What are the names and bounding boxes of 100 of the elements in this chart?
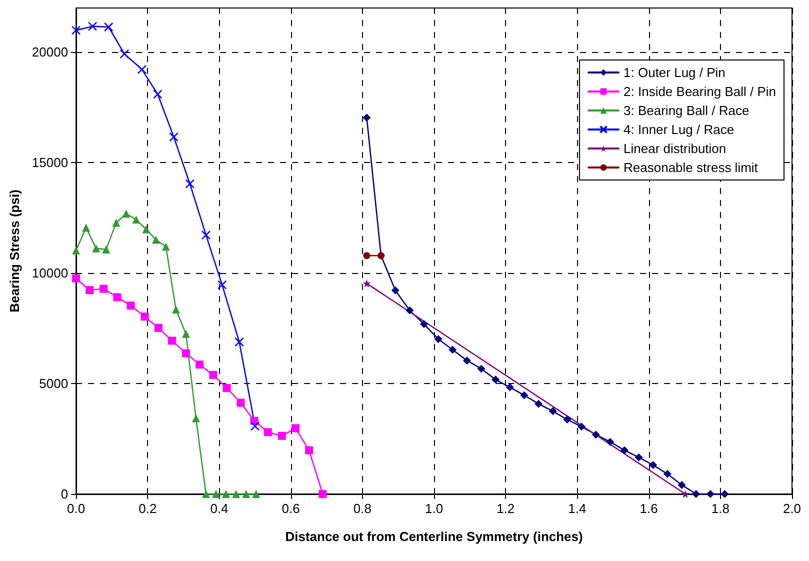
y-tick-label: 5000 — [39, 376, 68, 392]
point — [137, 64, 147, 74]
legend-label: 2: Inside Bearing Ball / Pin — [624, 84, 776, 99]
point — [363, 252, 370, 260]
point — [678, 480, 686, 489]
point — [112, 218, 120, 227]
point — [692, 490, 700, 498]
y-tick-label: 20000 — [32, 44, 68, 60]
point — [278, 432, 286, 440]
x-tick-label: 1.0 — [424, 501, 444, 516]
x-tick-label: 0.4 — [210, 501, 228, 516]
y-axis-title: Bearing Stress (psi) — [7, 190, 22, 312]
legend-label: Reasonable stress limit — [624, 160, 758, 175]
point — [182, 330, 190, 338]
point — [305, 446, 314, 454]
point — [534, 400, 543, 408]
point — [100, 284, 108, 293]
point — [406, 306, 414, 314]
point — [362, 279, 371, 288]
point — [634, 453, 643, 462]
point — [548, 407, 557, 416]
point — [209, 370, 218, 379]
point — [681, 490, 690, 498]
point — [172, 306, 180, 314]
x-tick-label: 1.2 — [496, 501, 515, 516]
point — [182, 349, 190, 358]
point — [82, 224, 90, 232]
y-tick-label: 15000 — [32, 155, 68, 170]
x-tick-label: 1.8 — [711, 501, 730, 516]
point — [122, 210, 130, 218]
legend-label: Linear distribution — [624, 141, 726, 156]
point — [196, 360, 204, 369]
point — [563, 416, 572, 424]
point — [250, 422, 260, 431]
x-axis-title: Distance out from Centerline Symmetry (inches) — [285, 529, 583, 544]
point — [391, 286, 400, 294]
legend-label: 1: Outer Lug / Pin — [624, 65, 726, 80]
point — [242, 490, 250, 498]
point — [132, 216, 140, 224]
point — [202, 490, 210, 498]
point — [113, 293, 122, 302]
point — [162, 242, 170, 251]
point — [222, 384, 231, 392]
point — [201, 230, 211, 240]
point — [234, 337, 244, 347]
point — [72, 246, 80, 254]
point — [236, 398, 245, 407]
point — [126, 302, 135, 310]
point — [434, 335, 442, 344]
point — [420, 320, 428, 328]
point — [168, 336, 176, 345]
point — [212, 490, 220, 498]
x-tick-label: 2.0 — [782, 501, 802, 516]
point — [217, 280, 227, 290]
point — [152, 236, 160, 244]
point — [86, 286, 94, 294]
point — [520, 391, 528, 400]
point — [663, 470, 672, 478]
point — [192, 414, 200, 422]
point — [264, 428, 272, 436]
point — [185, 179, 195, 188]
point — [362, 114, 371, 122]
x-tick-label: 0.0 — [67, 501, 86, 516]
point — [477, 364, 486, 373]
point — [462, 356, 471, 365]
point — [169, 132, 178, 142]
point — [649, 461, 658, 470]
x-tick-label: 1.6 — [640, 501, 658, 516]
legend-label: 4: Inner Lug / Race — [624, 122, 734, 137]
point — [706, 490, 714, 498]
point — [72, 274, 80, 282]
legend-label: 3: Bearing Ball / Race — [624, 103, 750, 118]
point — [318, 490, 327, 498]
x-tick-label: 0.2 — [138, 501, 157, 516]
point — [606, 438, 614, 446]
point — [720, 490, 729, 498]
point — [492, 376, 500, 384]
point — [102, 245, 110, 254]
point — [252, 490, 260, 498]
point — [291, 424, 300, 432]
point — [153, 90, 162, 99]
x-tick-label: 1.4 — [568, 501, 586, 516]
point — [232, 490, 240, 498]
x-tick-label: 0.6 — [282, 501, 300, 516]
point — [104, 22, 114, 32]
point — [120, 49, 130, 59]
point — [448, 346, 457, 354]
y-tick-label: 10000 — [32, 266, 68, 281]
point — [222, 490, 230, 498]
point — [92, 244, 100, 252]
point — [620, 446, 628, 454]
point — [140, 312, 149, 321]
point — [142, 225, 150, 234]
point — [592, 430, 600, 439]
x-tick-label: 0.8 — [353, 501, 372, 516]
point — [578, 422, 586, 431]
point — [506, 383, 514, 392]
point — [88, 22, 98, 31]
point — [71, 26, 81, 35]
y-tick-label: 0 — [60, 486, 68, 502]
